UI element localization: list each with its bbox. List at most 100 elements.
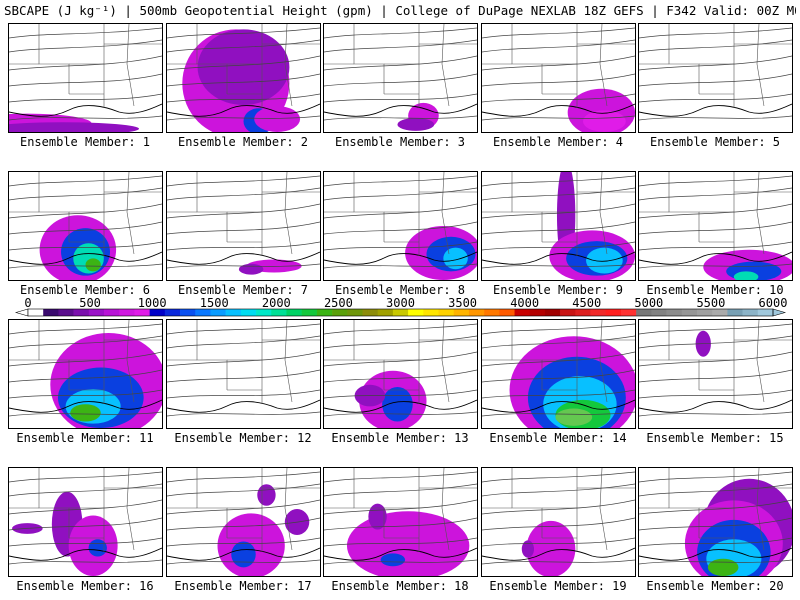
panel-label: Ensemble Member: 14	[489, 431, 627, 445]
colorbar-swatch	[286, 309, 302, 316]
panel-map	[167, 320, 320, 417]
map-line	[542, 24, 578, 65]
colorbar-tick-label: 3000	[386, 296, 415, 310]
map-line	[668, 172, 700, 242]
map-line	[756, 24, 765, 107]
colorbar-swatch	[468, 309, 485, 316]
map-line	[639, 471, 792, 483]
ensemble-panel-5	[638, 23, 793, 133]
colorbar-swatch	[560, 309, 576, 316]
colorbar-swatch	[134, 309, 150, 316]
ensemble-panel-20	[638, 467, 793, 577]
colorbar-swatch	[225, 309, 242, 316]
panel-map	[324, 24, 477, 131]
colorbar-swatch	[43, 309, 59, 316]
ensemble-panel-19	[481, 467, 636, 577]
map-line	[639, 55, 792, 71]
map-line	[511, 24, 543, 94]
map-line	[167, 187, 320, 201]
map-line	[9, 323, 162, 335]
map-line	[482, 187, 635, 201]
colorbar-swatch	[544, 309, 561, 316]
colorbar-tick-label: 5000	[634, 296, 664, 310]
map-line	[9, 115, 162, 121]
map-line	[196, 320, 228, 390]
map-line	[441, 24, 450, 107]
colorbar-tick-label: 1500	[199, 296, 229, 310]
colorbar-swatch	[362, 309, 378, 316]
map-line	[324, 93, 477, 103]
map-line	[482, 115, 635, 121]
map-line	[482, 389, 635, 399]
map-line	[639, 93, 792, 103]
colorbar-swatch	[499, 309, 515, 316]
map-line	[9, 263, 162, 269]
colorbar-tick-label: 4000	[510, 296, 540, 310]
map-line	[38, 468, 70, 538]
ensemble-panel-6	[8, 171, 163, 281]
panel-map	[639, 172, 792, 280]
ensemble-panel-14	[481, 319, 636, 429]
map-line	[324, 263, 477, 269]
map-line	[167, 221, 320, 235]
map-line	[482, 411, 635, 417]
colorbar-swatch	[73, 309, 90, 316]
map-line	[167, 241, 320, 251]
map-line	[324, 559, 477, 565]
colorbar-right-arrow	[772, 308, 787, 317]
map-line	[9, 559, 162, 565]
cape-region	[254, 106, 301, 132]
map-line	[482, 537, 635, 547]
panel-label: Ensemble Member: 8	[334, 283, 466, 297]
map-line	[167, 73, 320, 87]
map-line	[482, 175, 635, 187]
map-line	[324, 547, 477, 561]
panel-label: Ensemble Member: 13	[331, 431, 469, 445]
map-line	[699, 172, 735, 213]
map-line	[9, 517, 162, 531]
map-line	[227, 172, 263, 213]
map-line	[482, 103, 635, 117]
map-line	[167, 323, 320, 335]
map-line	[324, 187, 477, 201]
map-line	[482, 517, 635, 531]
map-line	[482, 471, 635, 483]
panel-map	[9, 468, 162, 576]
colorbar-swatch	[514, 309, 531, 316]
map-line	[441, 468, 450, 551]
panel-label: Ensemble Member: 16	[16, 579, 154, 593]
map-line	[639, 73, 792, 87]
map-line	[353, 320, 385, 390]
colorbar-swatch	[164, 309, 181, 316]
map-line	[9, 73, 162, 87]
colorbar-left-arrow	[14, 308, 29, 317]
map-line	[126, 172, 135, 255]
map-line	[69, 24, 105, 65]
map-line	[9, 483, 162, 497]
map-line	[599, 172, 608, 255]
map-line	[482, 323, 635, 335]
cape-region	[582, 110, 626, 132]
map-line	[756, 320, 765, 403]
map-line	[639, 103, 792, 117]
map-line	[284, 468, 293, 551]
map-line	[482, 499, 635, 515]
map-line	[639, 251, 792, 265]
map-line	[324, 103, 477, 117]
map-line	[167, 537, 320, 547]
map-line	[482, 39, 635, 53]
colorbar-swatch	[195, 309, 211, 316]
map-line	[324, 351, 477, 367]
colorbar-tick-label: 0	[24, 296, 32, 310]
ensemble-panel-17	[166, 467, 321, 577]
map-line	[639, 399, 792, 413]
map-line	[511, 320, 543, 390]
panel-map	[324, 172, 477, 280]
map-line	[384, 24, 420, 65]
panel-map	[482, 320, 635, 428]
panel-label: Ensemble Member: 7	[177, 283, 309, 297]
map-line	[167, 175, 320, 187]
colorbar-swatch	[666, 309, 683, 316]
map-line	[384, 320, 420, 361]
map-line	[9, 547, 162, 561]
